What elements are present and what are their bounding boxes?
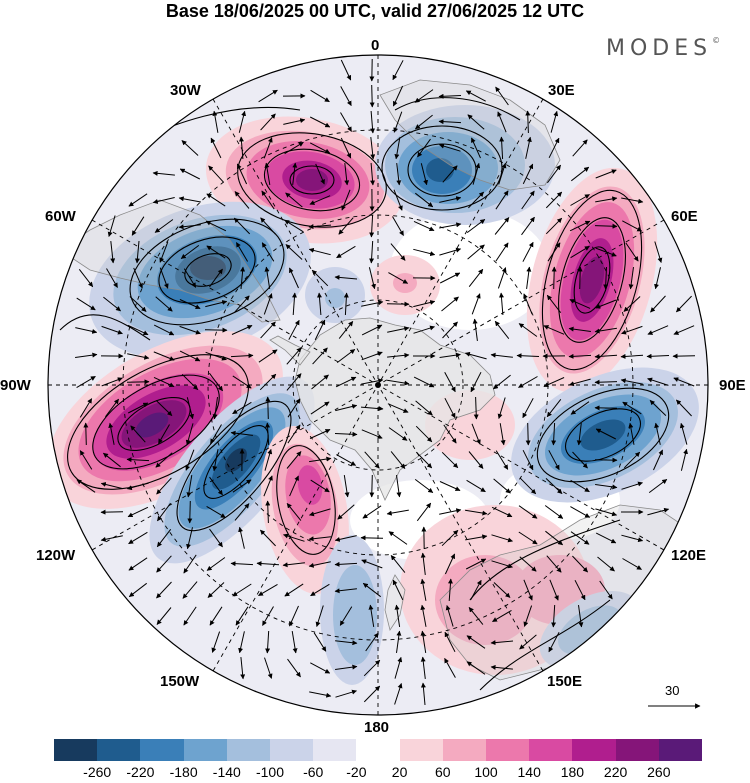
wind-vectors xyxy=(75,58,696,706)
colorbar-swatch xyxy=(270,739,314,761)
colorbar-swatch xyxy=(615,739,659,761)
lon-label-30w: 30W xyxy=(170,82,201,99)
africa-land xyxy=(379,79,561,191)
colorbar-swatch xyxy=(486,739,530,761)
lon-label-0: 0 xyxy=(371,37,380,54)
colorbar-swatch xyxy=(54,739,98,761)
colorbar-label: 180 xyxy=(560,764,585,780)
colorbar-label: -60 xyxy=(303,764,324,780)
lon-label-60w: 60W xyxy=(45,208,76,225)
colorbar-label: 220 xyxy=(603,764,628,780)
map-border xyxy=(47,54,709,716)
colorbar-label: -20 xyxy=(346,764,367,780)
colorbar-swatch xyxy=(313,739,357,761)
colorbar-swatch xyxy=(183,739,227,761)
antarctica-land xyxy=(294,317,496,501)
lon-label-120e: 120E xyxy=(671,547,707,564)
colorbar-label: 100 xyxy=(474,764,498,780)
lon-label-30e: 30E xyxy=(548,82,575,99)
colorbar-label: -260 xyxy=(83,764,112,780)
colorbar-label: -100 xyxy=(255,764,285,780)
colorbar-label: 20 xyxy=(391,764,408,780)
colorbar-label: 60 xyxy=(435,764,451,780)
lon-label-60e: 60E xyxy=(671,208,698,225)
colorbar-label: -180 xyxy=(169,764,198,780)
colorbar-label: -140 xyxy=(212,764,241,780)
colorbar-swatch xyxy=(97,739,141,761)
lon-label-150e: 150E xyxy=(547,673,583,690)
colorbar-swatch xyxy=(572,739,616,761)
brand-logo: MODES© xyxy=(606,36,720,61)
colorbar xyxy=(54,739,703,761)
colorbar-swatch xyxy=(356,739,400,761)
negative-anomaly-15e xyxy=(375,105,555,225)
negative-anomaly-110w xyxy=(149,376,315,564)
colorbar-label: -220 xyxy=(126,764,155,780)
map-title: Base 18/06/2025 00 UTC, valid 27/06/2025… xyxy=(165,1,585,21)
brand-mark: © xyxy=(712,36,721,45)
reference-vector-label: 30 xyxy=(665,683,680,698)
lon-label-150w: 150W xyxy=(160,673,200,690)
brand-name: MODES xyxy=(606,36,713,61)
colorbar-swatch xyxy=(658,739,703,761)
lon-label-180: 180 xyxy=(364,719,390,736)
lon-label-90w: 90W xyxy=(0,377,31,394)
new-zealand-land xyxy=(384,574,406,631)
colorbar-swatch xyxy=(399,739,443,761)
negative-anomaly-165w xyxy=(320,535,384,685)
colorbar-label: 260 xyxy=(647,764,671,780)
lon-label-90e: 90E xyxy=(719,377,746,394)
positive-anomaly-60e xyxy=(526,167,658,393)
colorbar-swatch xyxy=(226,739,271,761)
colorbar-swatch xyxy=(140,739,184,761)
lon-label-120w: 120W xyxy=(36,547,76,564)
colorbar-swatch xyxy=(442,739,487,761)
colorbar-swatch xyxy=(529,739,573,761)
colorbar-label: 140 xyxy=(517,764,541,780)
